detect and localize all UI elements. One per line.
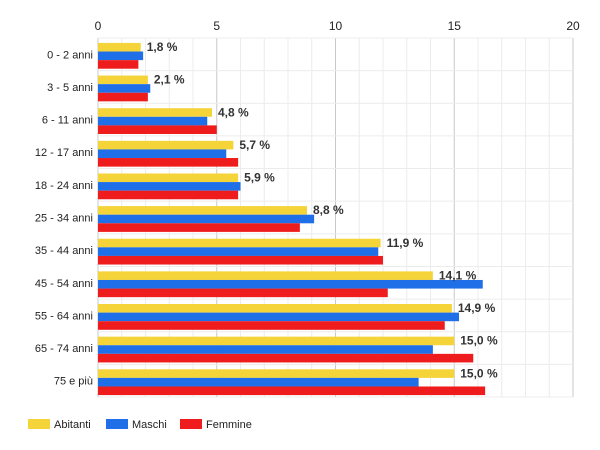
data-labels: 1,8 % 2,1 % 4,8 % 5,7 % 5,9 % 8,8 % 11,9…: [147, 40, 498, 380]
x-tick-label: 5: [213, 19, 220, 33]
category-label: 12 - 17 anni: [35, 147, 93, 159]
category-label: 45 - 54 anni: [35, 278, 93, 290]
category-label: 65 - 74 anni: [35, 343, 93, 355]
category-labels: 0 - 2 anni 3 - 5 anni 6 - 11 anni 12 - 1…: [35, 49, 93, 387]
bar-abitanti: [98, 108, 212, 117]
x-tick-label: 0: [95, 19, 102, 33]
bar-abitanti: [98, 42, 141, 52]
bar-femmine: [98, 190, 239, 200]
bar-abitanti: [98, 271, 433, 280]
x-tick-label: 15: [448, 19, 462, 33]
bar-abitanti: [98, 238, 381, 248]
bar-maschi: [98, 149, 227, 159]
bar-femmine: [98, 321, 445, 330]
bar-abitanti: [98, 304, 452, 313]
bars: [98, 42, 486, 396]
bar-maschi: [98, 345, 433, 354]
category-label: 6 - 11 anni: [42, 115, 93, 127]
x-tick-label: 10: [329, 19, 343, 33]
bar-maschi: [98, 182, 241, 191]
bar-femmine: [98, 255, 383, 265]
legend-swatch-abitanti: [28, 419, 50, 429]
bar-abitanti: [98, 369, 455, 378]
legend-label: Maschi: [132, 419, 167, 431]
category-label: 3 - 5 anni: [47, 82, 93, 94]
legend: Abitanti Maschi Femmine: [28, 419, 252, 431]
bar-maschi: [98, 247, 379, 256]
bar-femmine: [98, 353, 474, 363]
data-label: 11,9 %: [387, 236, 424, 250]
data-label: 15,0 %: [460, 366, 498, 380]
legend-label: Femmine: [206, 419, 252, 431]
legend-swatch-femmine: [180, 419, 202, 429]
data-label: 5,7 %: [239, 138, 270, 152]
bar-femmine: [98, 158, 239, 167]
category-label: 18 - 24 anni: [35, 180, 93, 192]
bar-maschi: [98, 51, 144, 61]
category-label: 35 - 44 anni: [35, 245, 93, 257]
bar-abitanti: [98, 206, 307, 215]
bar-abitanti: [98, 173, 239, 183]
bar-maschi: [98, 214, 315, 224]
category-label: 25 - 34 anni: [35, 213, 93, 225]
category-label: 55 - 64 anni: [35, 310, 93, 322]
x-tick-label: 20: [566, 19, 580, 33]
bar-femmine: [98, 92, 148, 102]
data-label: 15,0 %: [460, 334, 498, 348]
bar-abitanti: [98, 336, 455, 346]
bar-femmine: [98, 386, 486, 396]
bar-femmine: [98, 60, 139, 69]
data-label: 14,9 %: [458, 301, 496, 315]
bar-maschi: [98, 116, 208, 126]
data-label: 5,9 %: [244, 171, 275, 185]
legend-swatch-maschi: [106, 419, 128, 429]
bar-maschi: [98, 377, 419, 387]
data-label: 14,1 %: [439, 268, 477, 282]
category-label: 75 e più: [54, 376, 93, 388]
bar-femmine: [98, 125, 217, 134]
legend-label: Abitanti: [54, 419, 91, 431]
bar-femmine: [98, 223, 300, 232]
bar-maschi: [98, 312, 459, 322]
x-axis-ticks: 0 5 10 15 20: [95, 19, 580, 33]
data-label: 2,1 %: [154, 73, 185, 87]
data-label: 1,8 %: [147, 40, 178, 54]
bar-femmine: [98, 288, 388, 298]
bar-abitanti: [98, 75, 148, 85]
category-label: 0 - 2 anni: [47, 49, 93, 61]
bar-maschi: [98, 84, 151, 93]
bar-abitanti: [98, 140, 234, 150]
data-label: 4,8 %: [218, 105, 249, 119]
bar-maschi: [98, 279, 483, 289]
data-label: 8,8 %: [313, 203, 344, 217]
